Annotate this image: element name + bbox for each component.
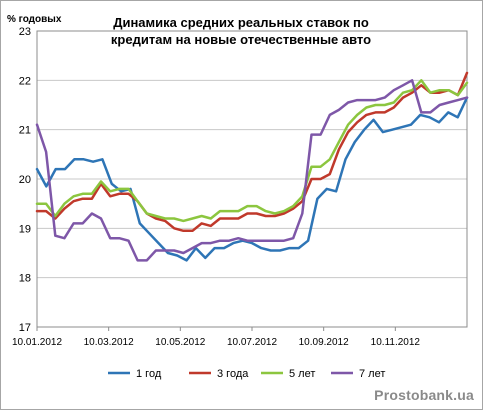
y-tick-label: 23 (19, 26, 31, 38)
legend-label: 7 лет (359, 368, 385, 380)
x-tick-label: 10.05.2012 (155, 337, 205, 348)
chart-title: Динамика средних реальных ставок по кред… (110, 15, 372, 47)
y-tick-label: 20 (19, 174, 31, 186)
legend-label: 1 год (136, 368, 162, 380)
x-tick-label: 10.09.2012 (299, 337, 349, 348)
x-tick-label: 10.07.2012 (227, 337, 277, 348)
y-tick-label: 18 (19, 273, 31, 285)
watermark: Prostobank.ua (374, 387, 474, 403)
y-tick-label: 21 (19, 125, 31, 137)
series-line (35, 96, 469, 262)
x-tick-label: 10.01.2012 (12, 337, 62, 348)
x-tick-label: 10.03.2012 (84, 337, 134, 348)
y-tick-label: 22 (19, 75, 31, 87)
series-line (35, 79, 469, 223)
legend-label: 3 года (217, 368, 249, 380)
legend-label: 5 лет (289, 368, 315, 380)
y-axis-label: % годовых (7, 14, 62, 25)
series-line (35, 79, 469, 262)
x-tick-label: 10.11.2012 (371, 337, 421, 348)
y-tick-label: 19 (19, 223, 31, 235)
series-line (35, 71, 469, 233)
y-tick-label: 17 (19, 322, 31, 334)
